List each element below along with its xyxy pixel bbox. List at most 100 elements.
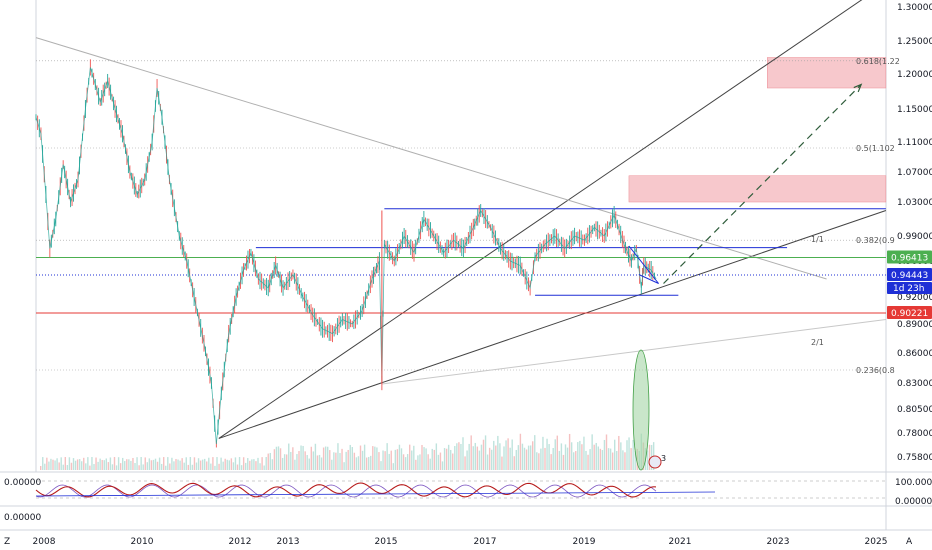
- resistance-zone-0: [767, 57, 887, 89]
- volume-bar: [464, 456, 466, 470]
- volume-bar: [320, 457, 323, 470]
- volume-bar: [411, 450, 413, 470]
- volume-bar: [491, 449, 493, 470]
- volume-bar: [573, 452, 575, 470]
- volume-bar: [210, 463, 212, 470]
- volume-bar: [562, 454, 565, 470]
- countdown-label: 1d 23h: [893, 284, 924, 294]
- volume-bar: [376, 447, 378, 470]
- volume-bar: [361, 450, 364, 470]
- volume-bar: [523, 447, 526, 470]
- time-tick-2025: 2025: [865, 537, 888, 547]
- volume-bar: [62, 464, 64, 470]
- volume-bar: [265, 457, 267, 470]
- fib-label-3: 0.236(0.8: [856, 366, 895, 375]
- volume-bar: [493, 440, 495, 470]
- volume-bar: [56, 458, 58, 470]
- volume-bar: [396, 449, 399, 470]
- trend-line-0: [218, 0, 863, 439]
- volume-bar: [76, 459, 79, 470]
- volume-bar: [570, 442, 573, 470]
- volume-bar: [201, 459, 204, 470]
- volume-bar: [450, 449, 452, 470]
- volume-bar: [68, 457, 71, 470]
- volume-bar: [238, 457, 241, 470]
- volume-bar: [351, 447, 353, 470]
- volume-bar: [423, 447, 425, 470]
- volume-bar: [581, 444, 583, 470]
- trend-line-3: [381, 319, 886, 385]
- volume-bar: [87, 457, 89, 470]
- volume-bar: [85, 463, 87, 470]
- volume-bar: [378, 452, 380, 470]
- volume-bar: [271, 459, 274, 470]
- volume-bar: [103, 460, 105, 470]
- volume-bar: [249, 460, 251, 470]
- volume-bar: [236, 464, 239, 470]
- volume-bar: [81, 461, 83, 470]
- ratio-label-1-1: 1/1: [811, 235, 824, 244]
- volume-bar: [404, 457, 407, 470]
- volume-bar: [226, 459, 228, 470]
- volume-bar: [437, 454, 440, 470]
- volume-bar: [54, 460, 56, 470]
- volume-bar: [616, 450, 618, 470]
- volume-bar: [52, 459, 54, 470]
- volume-bar: [99, 458, 101, 470]
- volume-bar: [505, 440, 507, 470]
- volume-bar: [339, 453, 341, 470]
- volume-bar: [111, 464, 114, 470]
- volume-bar: [614, 439, 616, 470]
- volume-bar: [314, 443, 317, 470]
- price-tick-4: 1.11000: [897, 138, 932, 148]
- volume-bar: [242, 457, 245, 470]
- volume-bar: [577, 442, 579, 470]
- volume-bar: [337, 443, 339, 470]
- price-tick-15: 0.75800: [897, 453, 932, 463]
- volume-bar: [220, 457, 222, 470]
- price-tick-7: 0.99000: [897, 232, 932, 242]
- volume-bar: [144, 457, 146, 470]
- volume-bar: [595, 442, 597, 470]
- fib-label-0: 0.618(1.22: [856, 57, 900, 66]
- volume-bar: [363, 444, 366, 470]
- volume-bar: [42, 457, 44, 470]
- volume-bar: [484, 435, 487, 470]
- volume-bar: [64, 457, 66, 470]
- volume-bar: [107, 462, 110, 470]
- volume-bar: [286, 454, 288, 470]
- volume-bar: [394, 449, 397, 470]
- volume-bar: [447, 444, 450, 470]
- volume-bar: [429, 458, 431, 470]
- volume-bar: [296, 454, 298, 470]
- volume-bar: [445, 448, 448, 470]
- rsi-tick-100: 100.00000: [895, 478, 932, 488]
- volume-bar: [587, 454, 589, 470]
- volume-bar: [152, 459, 155, 470]
- timezone-label: Z: [4, 537, 10, 547]
- volume-bar: [634, 450, 636, 470]
- volume-bar: [499, 443, 501, 470]
- volume-bar: [402, 454, 405, 470]
- volume-bar: [74, 460, 77, 470]
- price-tick-3: 1.15000: [897, 105, 932, 115]
- volume-bar: [302, 445, 304, 470]
- volume-bar: [245, 462, 247, 470]
- time-tick-2008: 2008: [33, 537, 56, 547]
- volume-bar: [306, 455, 308, 470]
- volume-bar: [283, 454, 286, 470]
- volume-bar: [124, 461, 126, 470]
- volume-bar: [150, 460, 153, 470]
- volume-bar: [89, 465, 91, 470]
- volume-bar: [370, 455, 372, 470]
- volume-bar: [507, 438, 509, 470]
- volume-bar: [333, 452, 335, 470]
- volume-bar: [222, 461, 224, 470]
- volume-bar: [117, 457, 120, 470]
- volume-bar: [601, 450, 604, 470]
- volume-bar: [382, 450, 384, 470]
- volume-bar: [298, 451, 300, 470]
- volume-bar: [130, 460, 132, 470]
- volume-bar: [417, 455, 419, 470]
